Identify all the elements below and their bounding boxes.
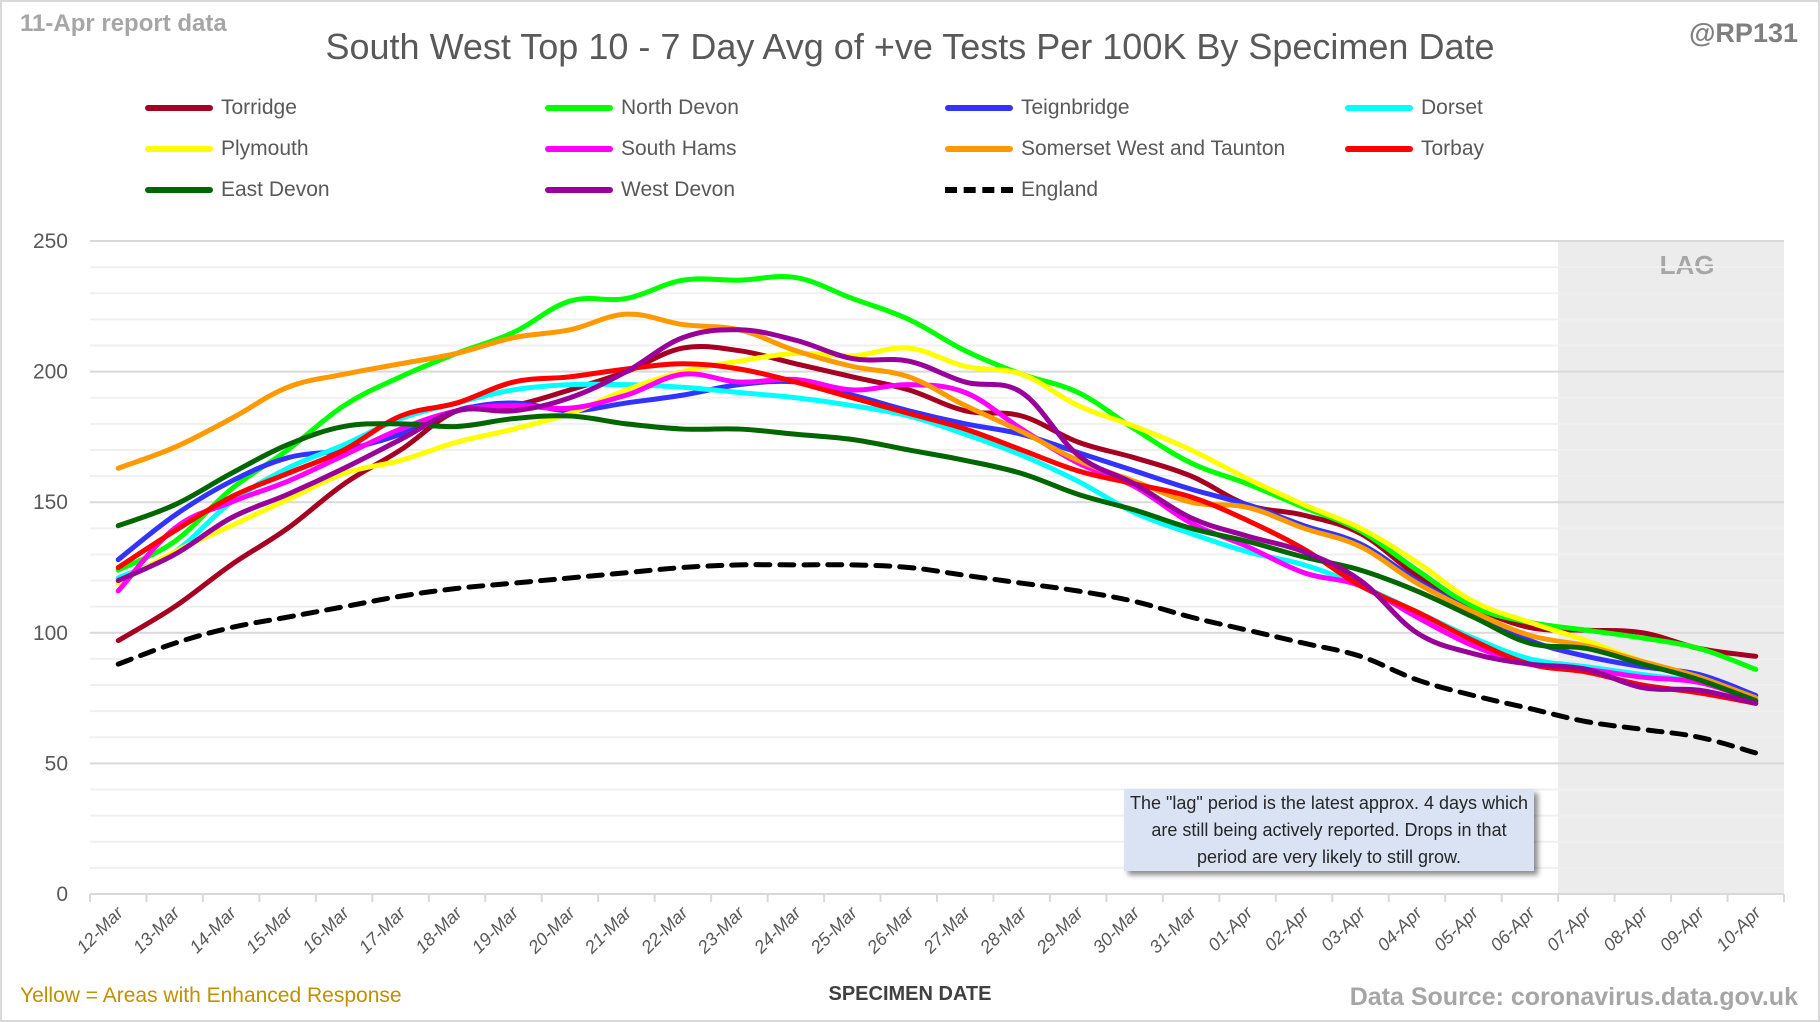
legend-item-dorset: Dorset [1345,96,1483,120]
x-tick-label: 02-Apr [1261,902,1314,955]
x-tick-label: 20-Mar [524,902,580,958]
x-tick-label: 31-Mar [1145,902,1200,957]
enhanced-response-footnote: Yellow = Areas with Enhanced Response [20,984,402,1007]
y-tick-label: 50 [45,752,68,775]
x-tick-label: 30-Mar [1089,902,1144,957]
legend-item-torbay: Torbay [1345,137,1484,161]
y-tick-label: 100 [33,622,68,645]
x-tick-label: 25-Mar [806,902,862,958]
x-axis-label: SPECIMEN DATE [828,983,992,1005]
x-tick-label: 01-Apr [1204,902,1257,955]
lag-region [1558,241,1784,894]
legend-item-south-hams: South Hams [545,137,737,161]
x-tick-label: 14-Mar [186,902,241,957]
x-tick-label: 07-Apr [1543,902,1596,955]
series-line-west-devon [115,327,1759,706]
x-tick-label: 13-Mar [129,902,184,957]
x-tick-label: 04-Apr [1373,902,1426,955]
data-source: Data Source: coronavirus.data.gov.uk [1349,983,1798,1011]
legend-item-plymouth: Plymouth [145,137,309,161]
legend-item-torridge: Torridge [145,96,297,120]
lag-label: LAG [1660,250,1715,280]
series-line-north-devon [115,274,1759,672]
legend-label: East Devon [221,178,330,201]
y-tick-label: 0 [56,883,68,906]
legend-swatch [1345,146,1413,152]
series-line-england [115,562,1759,756]
legend-swatch [545,146,613,152]
author-handle: @RP131 [1689,18,1798,48]
x-tick-label: 09-Apr [1656,902,1709,955]
x-tick-label: 24-Mar [749,902,805,958]
legend-label: England [1021,178,1099,201]
legend-label: Torbay [1421,137,1485,160]
legend-swatch [545,187,613,193]
legend-swatch [145,146,213,152]
legend-item-west-devon: West Devon [545,178,735,202]
y-tick-label: 150 [33,491,68,514]
legend-label: West Devon [621,178,735,201]
legend-label: Teignbridge [1021,96,1130,119]
y-tick-label: 200 [33,361,68,384]
legend-item-somerset-west-and-taunton: Somerset West and Taunton [945,137,1285,161]
legend-swatch [945,187,1013,193]
lag-note: The "lag" period is the latest approx. 4… [1124,789,1534,871]
y-tick-label: 250 [33,230,68,253]
x-tick-label: 22-Mar [637,902,693,958]
chart-legend: Torridge North Devon Teignbridge Dorset Plym… [0,96,1820,216]
legend-swatch [545,105,613,111]
legend-label: North Devon [621,96,739,119]
series-line-plymouth [115,345,1759,701]
legend-swatch [945,146,1013,152]
x-tick-label: 19-Mar [468,902,523,957]
x-tick-label: 23-Mar [693,902,749,958]
legend-swatch [1345,105,1413,111]
series-line-dorset [115,381,1759,701]
x-tick-label: 05-Apr [1430,902,1483,955]
x-tick-label: 03-Apr [1317,902,1370,955]
legend-label: Plymouth [221,137,309,160]
x-tick-label: 06-Apr [1486,902,1539,955]
legend-item-east-devon: East Devon [145,178,330,202]
series-line-east-devon [115,413,1759,704]
legend-item-england: England [945,178,1098,202]
x-tick-label: 16-Mar [298,902,353,957]
series-line-south-hams [115,371,1759,704]
series-line-teignbridge [115,378,1759,698]
legend-swatch [145,187,213,193]
x-tick-label: 12-Mar [73,902,128,957]
legend-item-north-devon: North Devon [545,96,739,120]
x-tick-label: 27-Mar [919,902,975,958]
x-tick-label: 26-Mar [862,902,918,958]
x-tick-label: 15-Mar [242,902,297,957]
x-tick-label: 10-Apr [1712,902,1765,955]
series-line-torbay [115,361,1759,706]
legend-label: South Hams [621,137,737,160]
x-tick-label: 18-Mar [411,902,466,957]
legend-label: Dorset [1421,96,1483,119]
series-line-somerset-west-and-taunton [115,311,1759,701]
x-tick-label: 17-Mar [355,902,410,957]
x-tick-label: 29-Mar [1032,902,1088,958]
chart-title: South West Top 10 - 7 Day Avg of +ve Tes… [325,26,1495,67]
report-date-label: 11-Apr report data [20,10,227,37]
legend-label: Somerset West and Taunton [1021,137,1286,160]
legend-swatch [945,105,1013,111]
x-tick-label: 21-Mar [580,902,636,958]
x-tick-label: 28-Mar [975,902,1031,958]
x-tick-label: 08-Apr [1599,902,1652,955]
legend-label: Torridge [221,96,297,119]
legend-item-teignbridge: Teignbridge [945,96,1130,120]
legend-swatch [145,105,213,111]
